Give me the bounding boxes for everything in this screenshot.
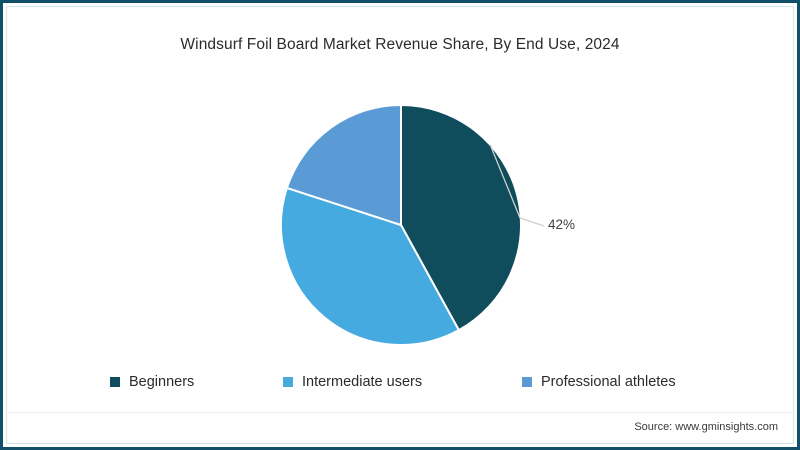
legend-label-intermediate-users: Intermediate users <box>302 374 423 390</box>
legend-item-intermediate-users[interactable]: Intermediate users <box>283 370 422 394</box>
page-title: Windsurf Foil Board Market Revenue Share… <box>180 36 620 53</box>
pie-slice[interactable] <box>285 103 402 227</box>
legend-item-professional-athletes[interactable]: Professional athletes <box>522 370 676 394</box>
pie-slice[interactable] <box>280 186 461 346</box>
footer-divider <box>8 412 792 413</box>
leader-line <box>489 144 545 227</box>
pie-leader-line-group <box>489 144 545 227</box>
pie-chart-svg: 42% <box>280 103 575 346</box>
pie-slice-group <box>280 103 522 346</box>
pie-slice[interactable] <box>400 103 522 332</box>
legend-swatch-icon-intermediate-users <box>283 377 293 387</box>
legend-label-beginners: Beginners <box>129 374 195 390</box>
pie-chart: 42% <box>280 103 575 346</box>
slice-value-label-beginners: 42% <box>548 217 575 232</box>
chart-legend: Beginners Intermediate users Professiona… <box>0 370 800 400</box>
legend-swatch-icon-professional-athletes <box>522 377 532 387</box>
legend-swatch-icon-beginners <box>110 377 120 387</box>
legend-item-beginners[interactable]: Beginners <box>110 370 194 394</box>
legend-label-professional-athletes: Professional athletes <box>541 374 676 390</box>
source-attribution: Source: www.gminsights.com <box>634 421 778 433</box>
